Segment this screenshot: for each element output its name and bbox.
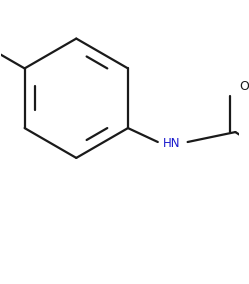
Text: O: O <box>239 80 249 93</box>
Text: HN: HN <box>163 137 181 151</box>
